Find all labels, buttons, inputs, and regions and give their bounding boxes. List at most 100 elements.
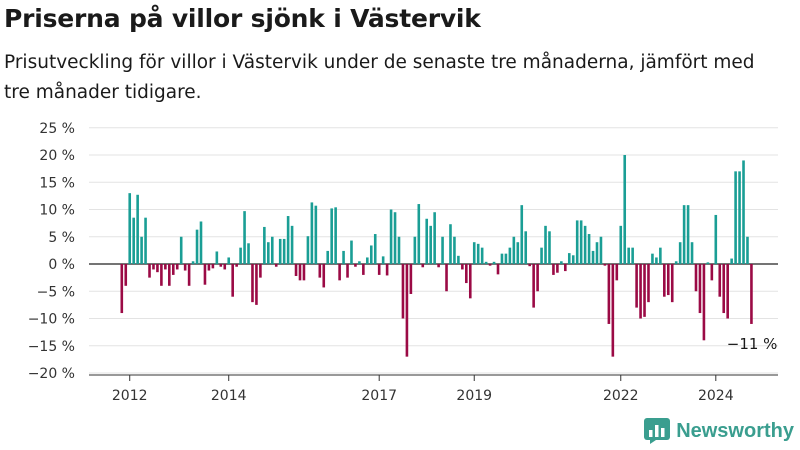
chart-title: Priserna på villor sjönk i Västervik bbox=[4, 4, 481, 33]
bar bbox=[718, 264, 722, 297]
bar bbox=[615, 264, 619, 281]
y-tick-label: 10 % bbox=[39, 203, 75, 219]
brand-logo: Newsworthy bbox=[644, 418, 794, 444]
bar bbox=[643, 264, 646, 317]
bar bbox=[369, 245, 373, 264]
bar bbox=[579, 220, 583, 264]
bar bbox=[623, 155, 627, 264]
bar-chart-icon bbox=[644, 418, 671, 444]
bar bbox=[659, 247, 662, 264]
bar bbox=[362, 264, 365, 275]
y-tick-label: 0 % bbox=[48, 257, 75, 273]
bar bbox=[243, 211, 246, 264]
bar bbox=[358, 261, 361, 264]
x-tick-label: 2014 bbox=[211, 388, 247, 404]
bar bbox=[560, 261, 563, 264]
bar bbox=[690, 242, 694, 264]
bar bbox=[259, 264, 262, 278]
bar bbox=[397, 236, 401, 264]
bar bbox=[405, 264, 409, 357]
bar bbox=[734, 171, 737, 264]
bar bbox=[488, 264, 492, 266]
bar bbox=[231, 264, 234, 297]
bar bbox=[274, 264, 278, 267]
bar bbox=[583, 225, 587, 264]
bar bbox=[171, 264, 175, 275]
bar bbox=[651, 253, 654, 265]
grid-lines bbox=[89, 127, 778, 374]
bar bbox=[674, 261, 678, 264]
bar bbox=[263, 226, 266, 264]
bar bbox=[381, 256, 385, 264]
bar bbox=[536, 264, 539, 292]
bar bbox=[377, 264, 381, 275]
bar bbox=[310, 202, 314, 264]
bar bbox=[409, 264, 413, 294]
bar bbox=[730, 258, 733, 264]
bar bbox=[413, 236, 417, 264]
bar bbox=[168, 264, 171, 286]
bar bbox=[611, 264, 615, 357]
bar bbox=[512, 236, 516, 264]
bar bbox=[120, 264, 124, 314]
bar bbox=[164, 264, 167, 270]
bar bbox=[342, 250, 345, 264]
bar bbox=[496, 264, 500, 275]
bar bbox=[160, 264, 163, 286]
bar bbox=[504, 253, 508, 265]
bar bbox=[540, 247, 543, 264]
last-value-label: −11 % bbox=[727, 335, 778, 353]
bar bbox=[666, 264, 670, 296]
bar bbox=[453, 236, 456, 264]
bar bbox=[322, 264, 326, 288]
bar bbox=[191, 261, 195, 264]
bar bbox=[441, 236, 444, 264]
bar bbox=[373, 234, 377, 265]
x-tick-label: 2019 bbox=[456, 388, 492, 404]
bar bbox=[215, 251, 219, 265]
brand-name: Newsworthy bbox=[676, 419, 794, 442]
bar bbox=[421, 264, 425, 268]
bar bbox=[631, 247, 634, 264]
bar bbox=[480, 247, 484, 264]
bar bbox=[179, 236, 183, 264]
bar bbox=[326, 250, 330, 264]
bar bbox=[425, 218, 429, 264]
bar bbox=[587, 234, 591, 265]
bar bbox=[247, 243, 250, 264]
bar bbox=[552, 264, 555, 275]
bar bbox=[338, 264, 341, 281]
bar bbox=[267, 242, 270, 264]
y-tick-label: 5 % bbox=[48, 230, 75, 246]
bar bbox=[290, 225, 294, 264]
bar bbox=[567, 253, 571, 264]
bar bbox=[211, 264, 215, 269]
bar bbox=[556, 264, 559, 273]
bar bbox=[635, 264, 638, 308]
bar bbox=[334, 207, 337, 264]
bar bbox=[429, 225, 432, 264]
bar bbox=[465, 264, 468, 284]
bar bbox=[314, 205, 318, 264]
bar bbox=[457, 255, 460, 264]
bar bbox=[385, 264, 389, 276]
bar bbox=[175, 264, 179, 270]
bar bbox=[710, 264, 714, 281]
y-axis: 25 % 20 % 15 % 10 % 5 % 0 % −5 % −10 % −15 % −20 … bbox=[28, 121, 75, 382]
bar bbox=[516, 242, 520, 264]
bar bbox=[484, 261, 488, 264]
bar bbox=[663, 264, 666, 297]
bar bbox=[318, 264, 322, 278]
bar bbox=[476, 243, 480, 265]
bar bbox=[235, 264, 238, 267]
bar bbox=[187, 264, 191, 286]
bar bbox=[472, 242, 476, 264]
bar bbox=[742, 160, 745, 264]
bar bbox=[366, 257, 369, 264]
bar bbox=[639, 264, 642, 319]
bar bbox=[437, 264, 440, 268]
bar bbox=[706, 262, 710, 265]
bar bbox=[726, 264, 729, 319]
bar bbox=[524, 231, 528, 264]
bar bbox=[302, 264, 306, 281]
